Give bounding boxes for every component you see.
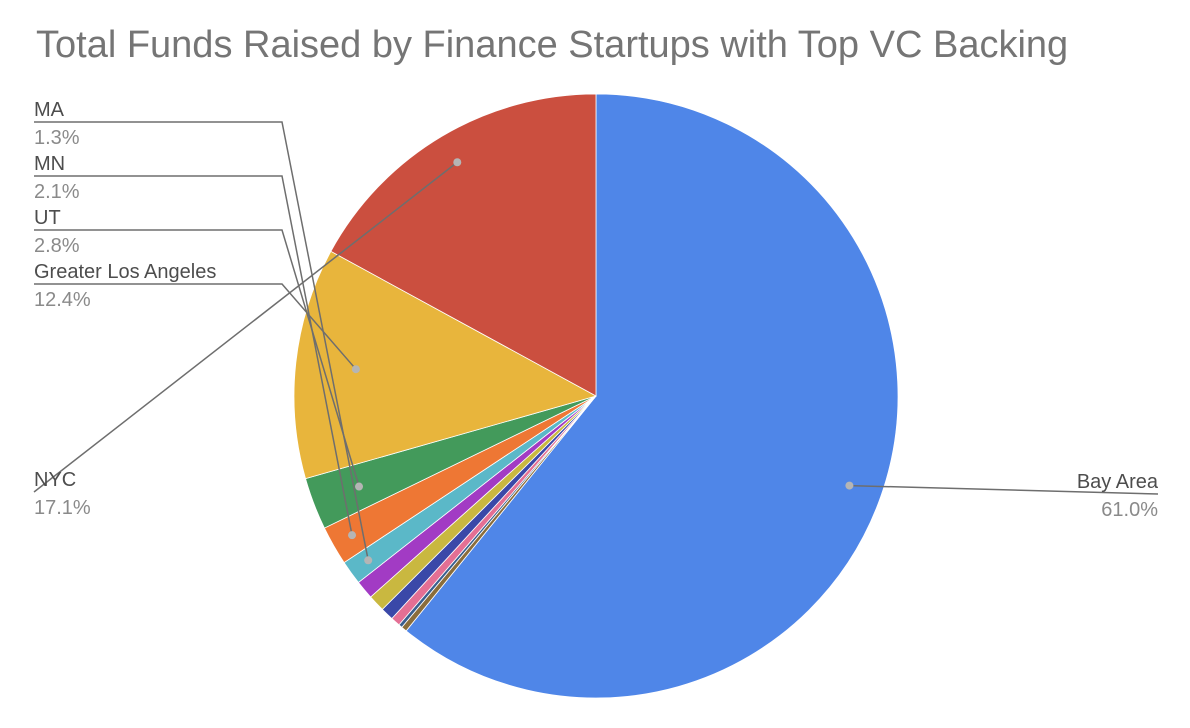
slice-percent-mn: 2.1% [34,181,80,203]
leader-line-nyc [33,161,458,493]
slice-percent-nyc: 17.1% [34,497,91,519]
leader-line-mn [34,175,353,536]
slice-label-greater-los-angeles: Greater Los Angeles [34,261,216,283]
pie-slice-nyc [330,93,597,397]
slice-percent-bay-area: 61.0% [1101,499,1158,521]
slice-labels: Bay Area 61.0% MA 1.3% MN 2.1% UT 2.8% Greater L… [34,99,1159,521]
leader-dot-bay-area [845,481,854,490]
slice-percent-ma: 1.3% [34,127,80,149]
slice-percent-ut: 2.8% [34,235,80,257]
leader-line-greater-los-angeles [34,283,357,370]
slice-percent-greater-los-angeles: 12.4% [34,289,91,311]
slice-label-ma: MA [34,99,65,121]
leader-dot-nyc [453,158,462,167]
slice-label-mn: MN [34,153,65,175]
leader-line-bay-area [849,484,1159,495]
slice-label-bay-area: Bay Area [1077,471,1159,493]
chart-title: Total Funds Raised by Finance Startups w… [36,24,1069,66]
pie-slice-greater-los-angeles [293,250,598,480]
leader-dot-ma [364,556,373,565]
leader-line-ut [34,229,360,487]
leader-dot-greater-los-angeles [351,365,360,374]
leader-line-ma [34,121,369,561]
slice-label-nyc: NYC [34,469,76,491]
leader-lines [33,121,1159,565]
leader-dot-ut [355,482,364,491]
pie-slice-bay-area [405,93,899,699]
leader-dot-mn [348,531,357,540]
pie-slices [293,93,899,699]
slice-label-ut: UT [34,207,61,229]
